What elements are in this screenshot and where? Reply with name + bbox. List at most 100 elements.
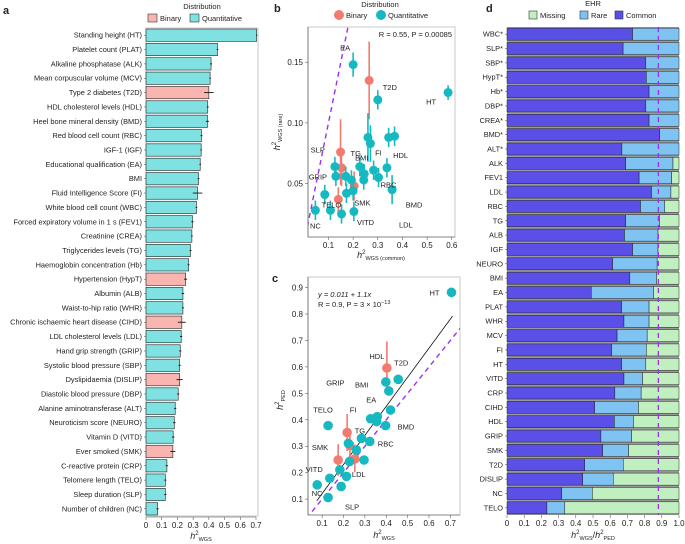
category-label: BMI: [129, 174, 142, 183]
bar-segment-common: [506, 401, 595, 414]
data-point: [356, 433, 367, 444]
category-label: Systolic blood pressure (SBP): [44, 361, 142, 370]
bar-segment-rare: [594, 401, 639, 414]
data-point: [348, 60, 358, 70]
point-label: TELO: [322, 200, 342, 209]
panel-a-letter: a: [3, 5, 10, 17]
bar: [145, 401, 176, 415]
bar-segment-missing: [664, 200, 680, 213]
bar-segment-rare: [651, 185, 672, 199]
point-label: FI: [375, 149, 382, 158]
data-point: [330, 162, 340, 172]
bar: [145, 229, 193, 243]
panel-d-letter: d: [486, 3, 493, 15]
x-tick-label: 0.2: [348, 241, 360, 250]
bar-segment-common: [506, 386, 616, 400]
bar: [145, 200, 197, 214]
data-point: [382, 363, 392, 373]
bar: [145, 373, 180, 387]
category-label: Platelet count (PLAT): [72, 45, 142, 54]
bar-segment-rare: [621, 142, 680, 156]
bar-segment-common: [506, 415, 615, 428]
category-label: TG: [493, 216, 504, 225]
bar: [145, 301, 184, 315]
bar-segment-rare: [616, 329, 648, 342]
x-tick-label: 0.4: [381, 519, 393, 528]
bar-segment-rare: [638, 171, 672, 184]
bar-segment-common: [506, 329, 618, 342]
x-tick-label: 0: [144, 521, 149, 530]
bar-segment-common: [506, 271, 631, 285]
x-tick-label: 0.7: [445, 519, 457, 528]
bar-segment-rare: [591, 286, 654, 299]
bar-segment-missing: [633, 415, 680, 428]
category-label: GRIP: [485, 432, 503, 441]
x-tick-label: 0.6: [446, 241, 458, 250]
category-label: RBC: [487, 202, 503, 211]
bar-segment-common: [506, 501, 548, 515]
data-point: [320, 190, 330, 200]
data-point: [310, 205, 320, 215]
legend-b-quant-label: Quantitative: [388, 11, 428, 20]
panel-c-scatter: HT HDL T2D BMI EA BMD TELO FI TG SMK LDL GRIP RBC VIT…: [275, 276, 461, 542]
category-label: NC: [492, 489, 503, 498]
point-label: BMD: [398, 423, 415, 432]
x-tick-label: 0.5: [587, 519, 599, 528]
x-tick-label: 0.3: [188, 521, 200, 530]
category-label: Waist-to-hip ratio (WHR): [62, 303, 142, 312]
bar-segment-common: [506, 85, 650, 98]
regression-equation: y = 0.011 + 1.1x: [317, 290, 371, 299]
data-point: [323, 420, 333, 431]
point-label: NC: [310, 221, 321, 230]
panel-b-scatter: EA T2D HT FI HDL TG SMK GRIP BMI RBC BMD SLP NC TELO V…: [272, 26, 458, 262]
x-tick-label: 0.7: [250, 521, 262, 530]
reference-line-y-equals-x: [308, 327, 460, 515]
y-axis-label: h2PED: [275, 390, 287, 410]
point-label: HDL: [393, 151, 408, 160]
data-point: [335, 464, 345, 475]
panel-c-letter: c: [272, 273, 278, 285]
data-point: [364, 75, 374, 85]
point-label: FI: [350, 405, 357, 414]
legend-a-quant-label: Quantitative: [202, 14, 242, 23]
data-point: [374, 173, 384, 183]
bar-segment-rare: [646, 70, 680, 84]
point-label: BMD: [406, 201, 423, 210]
data-point: [443, 88, 453, 98]
bar-segment-common: [506, 286, 592, 299]
bar-segment-missing: [628, 444, 680, 457]
point-label: RBC: [381, 181, 397, 190]
bar: [145, 243, 191, 257]
category-label: LDL: [489, 188, 503, 197]
point-label: T2D: [383, 83, 398, 92]
data-point: [364, 436, 375, 447]
category-label: VITD: [486, 374, 503, 383]
bar-segment-common: [506, 171, 640, 184]
bar: [145, 43, 218, 57]
bar-segment-rare: [623, 314, 650, 328]
category-label: BMI: [490, 274, 503, 283]
x-tick-label: 0: [505, 519, 510, 528]
point-label: EA: [366, 396, 376, 405]
category-label: C-reactive protein (CRP): [61, 461, 142, 470]
bar-segment-rare: [645, 56, 680, 70]
bar: [145, 287, 184, 301]
point-label: RBC: [378, 439, 394, 448]
legend-b-binary-marker: [334, 10, 344, 20]
category-label: DBP*: [485, 101, 503, 110]
bar: [145, 157, 201, 171]
data-point: [380, 420, 391, 431]
legend-d-common-label: Common: [626, 11, 656, 20]
data-point: [346, 175, 356, 185]
x-tick-label: 0.6: [605, 519, 617, 528]
x-tick-label: 0.5: [219, 521, 231, 530]
legend-b-quant-marker: [376, 10, 386, 20]
bar-segment-common: [506, 99, 647, 113]
bar-segment-rare: [625, 214, 660, 228]
y-tick-label: 0.9: [292, 284, 304, 293]
y-tick-label: 0.8: [292, 310, 304, 319]
category-label: BMD*: [484, 130, 503, 139]
category-label: FI: [496, 345, 503, 354]
bar-segment-missing: [656, 257, 680, 271]
